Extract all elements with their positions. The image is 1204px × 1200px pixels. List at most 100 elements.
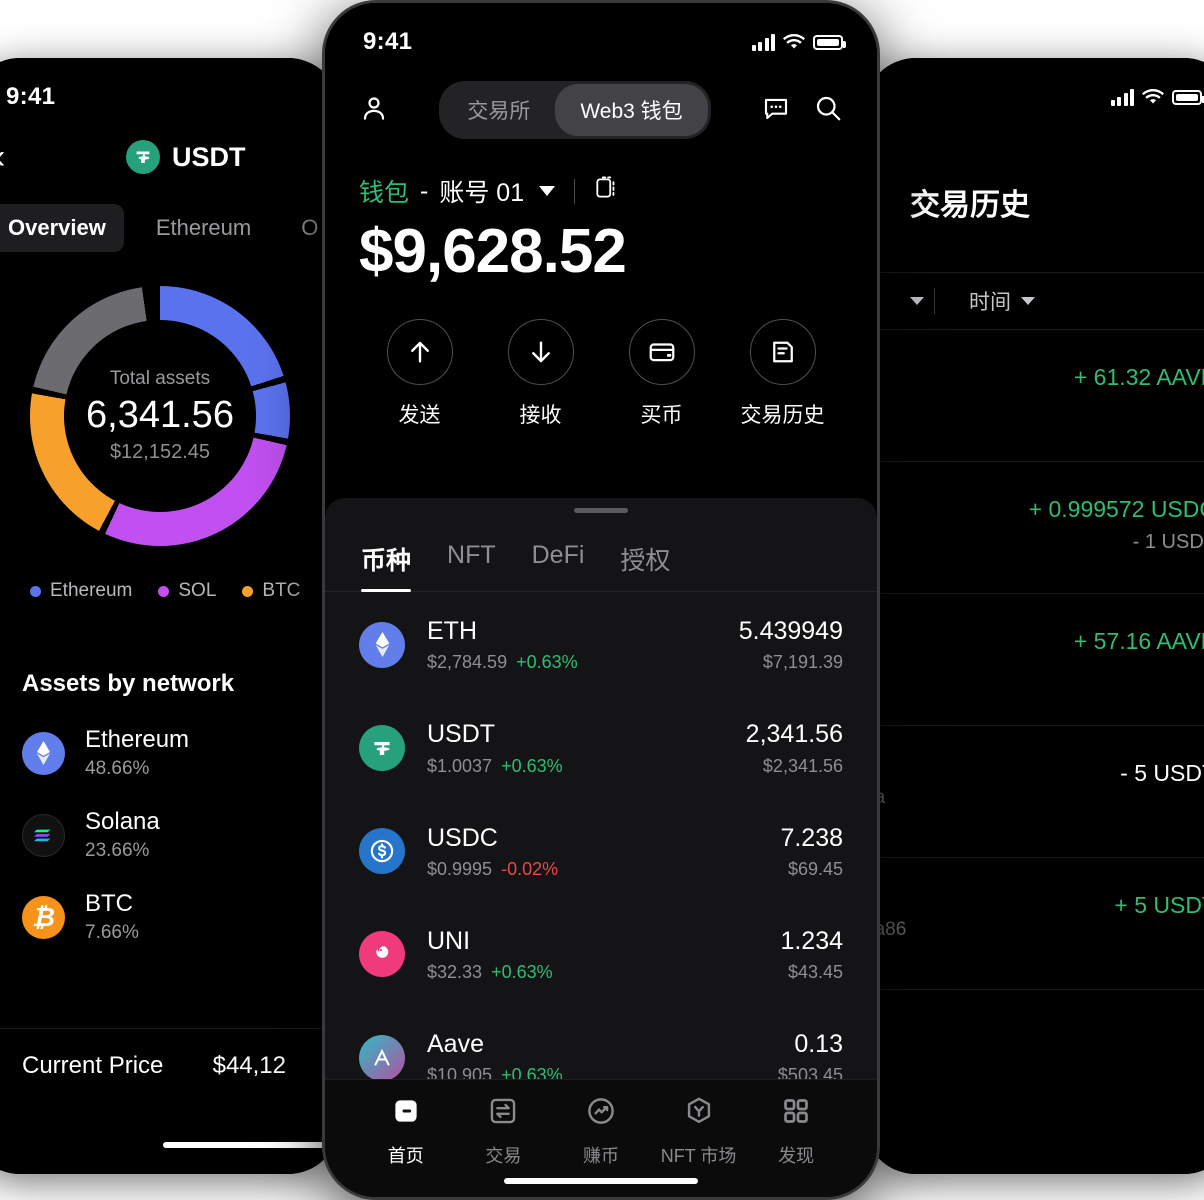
network-row-ethereum[interactable]: Ethereum 48.66% bbox=[0, 698, 340, 780]
chevron-down-icon[interactable] bbox=[539, 186, 556, 196]
sheet-grabber[interactable] bbox=[574, 508, 628, 513]
person-icon[interactable] bbox=[359, 93, 389, 128]
nav-label: 发现 bbox=[778, 1146, 815, 1166]
back-chevron-left-icon[interactable]: ‹ bbox=[0, 140, 5, 174]
wifi-icon bbox=[1142, 88, 1164, 106]
wallet-name: 钱包 bbox=[359, 179, 410, 207]
filter-time[interactable]: 时间 bbox=[969, 286, 1035, 316]
grid-icon bbox=[779, 1094, 813, 1133]
token-row-usdc[interactable]: USDC $0.9995 -0.02% 7.238 $69.45 bbox=[359, 799, 843, 902]
mode-segmented-control: 交易所 Web3 钱包 bbox=[439, 81, 711, 139]
tab-other[interactable]: O bbox=[301, 215, 319, 240]
nav-label: NFT 市场 bbox=[660, 1146, 737, 1166]
arrow-up-icon bbox=[386, 319, 453, 386]
transaction-row[interactable]: + 57.16 AAVE bbox=[864, 594, 1204, 726]
nav-label: 交易 bbox=[485, 1146, 522, 1166]
network-pct: 23.66% bbox=[85, 840, 150, 861]
action-receive[interactable]: 接收 bbox=[480, 319, 601, 429]
right-phone-screen: 交易历史 时间 + 61.32 AAVE + 0.999572 USDC - 1… bbox=[864, 58, 1204, 1174]
token-price-row: $2,784.59 +0.63% bbox=[427, 652, 739, 673]
segment-web3-wallet[interactable]: Web3 钱包 bbox=[555, 84, 708, 136]
transaction-list: + 61.32 AAVE + 0.999572 USDC - 1 USDT + … bbox=[864, 330, 1204, 990]
sheet-tab-nft[interactable]: NFT bbox=[447, 541, 496, 569]
current-price-label: Current Price bbox=[22, 1051, 164, 1079]
network-row-btc[interactable]: ₿ BTC 7.66% bbox=[0, 862, 340, 944]
sheet-tab-tokens[interactable]: 币种 bbox=[361, 541, 412, 592]
sheet-tab-approvals[interactable]: 授权 bbox=[620, 547, 671, 575]
token-price: $0.9995 bbox=[427, 858, 493, 879]
chat-bubble-icon[interactable] bbox=[761, 93, 791, 128]
token-amount: 1.234 bbox=[780, 926, 843, 955]
token-row-uni[interactable]: UNI $32.33 +0.63% 1.234 $43.45 bbox=[359, 902, 843, 1005]
aave-icon bbox=[359, 1034, 405, 1081]
bitcoin-icon: ₿ bbox=[22, 895, 65, 939]
nav-item-discover[interactable]: 发现 bbox=[747, 1094, 845, 1168]
usdc-icon bbox=[359, 828, 405, 875]
legend-item-btc: BTC bbox=[242, 580, 300, 602]
arrow-down-icon bbox=[507, 319, 574, 386]
transaction-row[interactable]: + 0.999572 USDC - 1 USDT bbox=[864, 462, 1204, 594]
token-row-eth[interactable]: ETH $2,784.59 +0.63% 5.439949 $7,191.39 bbox=[359, 592, 843, 695]
token-symbol: UNI bbox=[427, 926, 471, 955]
wallet-separator: - bbox=[420, 176, 429, 205]
left-header: ‹ USDT bbox=[0, 122, 340, 174]
network-row-solana[interactable]: Solana 23.66% bbox=[0, 780, 340, 862]
legend-label: BTC bbox=[262, 580, 301, 601]
copy-icon[interactable] bbox=[594, 174, 620, 209]
nav-item-trade[interactable]: 交易 bbox=[455, 1094, 553, 1168]
tab-overview[interactable]: Overview bbox=[0, 204, 124, 252]
earn-icon bbox=[584, 1094, 618, 1133]
transaction-row[interactable]: - 5 USDT 0a bbox=[864, 726, 1204, 858]
action-label: 接收 bbox=[519, 404, 562, 428]
token-row-usdt[interactable]: USDT $1.0037 +0.63% 2,341.56 $2,341.56 bbox=[359, 695, 843, 798]
swap-icon bbox=[486, 1094, 520, 1133]
transaction-row[interactable]: + 61.32 AAVE bbox=[864, 330, 1204, 462]
transaction-amount: + 5 USDT bbox=[1114, 892, 1204, 918]
transaction-amount: + 57.16 AAVE bbox=[1073, 628, 1204, 654]
right-status-bar bbox=[864, 58, 1204, 122]
left-phone-screen: 9:41 ‹ USDT Overview Ethereum O bbox=[0, 58, 340, 1174]
filter-chevron-down-icon[interactable] bbox=[910, 297, 924, 305]
status-icons bbox=[1110, 88, 1204, 106]
wallet-selector[interactable]: 钱包 - 账号 01 bbox=[325, 139, 877, 209]
token-value: $43.45 bbox=[787, 962, 843, 982]
donut-subvalue: $12,152.45 bbox=[109, 441, 211, 463]
wallet-divider bbox=[574, 178, 576, 204]
token-row-aave[interactable]: Aave $10.905 +0.63% 0.13 $503.45 bbox=[359, 1005, 843, 1108]
action-history[interactable]: 交易历史 bbox=[722, 319, 843, 429]
nft-icon bbox=[682, 1094, 716, 1133]
nav-label: 首页 bbox=[387, 1146, 424, 1166]
nav-item-earn[interactable]: 赚币 bbox=[552, 1094, 650, 1168]
token-price-row: $0.9995 -0.02% bbox=[427, 859, 780, 880]
ethereum-icon bbox=[22, 731, 65, 775]
battery-icon bbox=[813, 34, 846, 50]
usdt-icon bbox=[359, 724, 405, 771]
front-nav-bar: 交易所 Web3 钱包 bbox=[325, 67, 877, 139]
search-icon[interactable] bbox=[813, 93, 843, 128]
status-time: 9:41 bbox=[6, 83, 56, 110]
token-change: +0.63% bbox=[491, 962, 553, 982]
token-price: $2,784.59 bbox=[427, 652, 508, 673]
transaction-subamount: - 1 USDT bbox=[1132, 531, 1204, 553]
action-send[interactable]: 发送 bbox=[359, 319, 480, 429]
left-phone: 9:41 ‹ USDT Overview Ethereum O bbox=[0, 58, 340, 1174]
legend-label: SOL bbox=[178, 580, 217, 601]
sheet-tabs: 币种 NFT DeFi 授权 bbox=[325, 513, 877, 592]
action-label: 交易历史 bbox=[740, 404, 825, 428]
nav-item-nft-market[interactable]: NFT 市场 bbox=[650, 1094, 748, 1168]
token-price-row: $1.0037 +0.63% bbox=[427, 756, 746, 777]
tab-ethereum[interactable]: Ethereum bbox=[155, 215, 252, 240]
action-buy[interactable]: 买币 bbox=[601, 319, 722, 429]
token-symbol: ETH bbox=[427, 617, 477, 645]
action-label: 发送 bbox=[398, 404, 441, 428]
donut-label: Total assets bbox=[109, 368, 211, 389]
sheet-tab-defi[interactable]: DeFi bbox=[531, 541, 585, 569]
token-amount: 2,341.56 bbox=[745, 720, 843, 749]
token-balance: 7.238 $69.45 bbox=[780, 823, 843, 880]
nav-item-home[interactable]: 首页 bbox=[357, 1094, 455, 1168]
transaction-row[interactable]: + 5 USDT ba86 bbox=[864, 858, 1204, 990]
segment-exchange[interactable]: 交易所 bbox=[467, 100, 531, 123]
document-icon bbox=[749, 319, 816, 386]
left-status-bar: 9:41 bbox=[0, 58, 340, 122]
